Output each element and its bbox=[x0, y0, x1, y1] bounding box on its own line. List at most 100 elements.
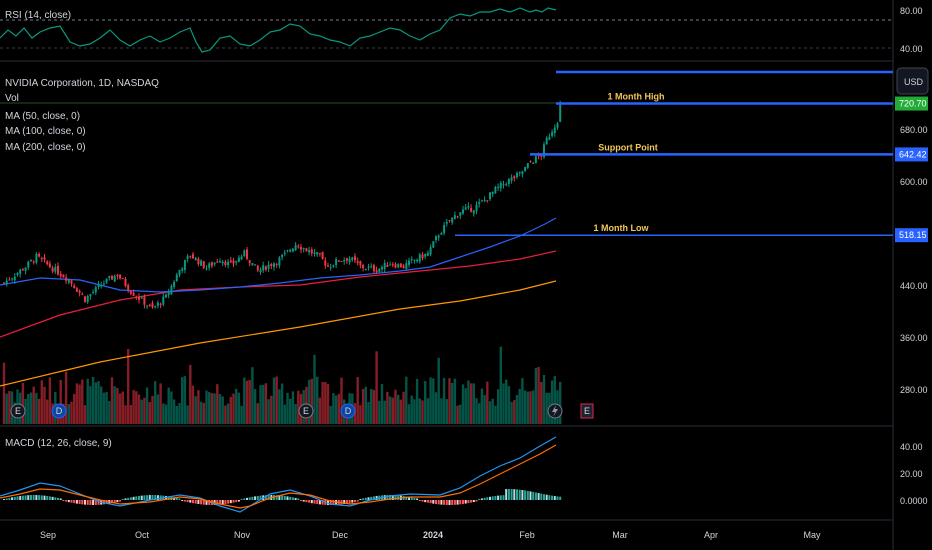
lightning-icon[interactable] bbox=[547, 403, 563, 419]
candle-body bbox=[216, 261, 219, 263]
volume-bar bbox=[67, 404, 70, 424]
volume-bar bbox=[148, 402, 151, 424]
volume-bar bbox=[113, 386, 116, 424]
candle-body bbox=[405, 263, 408, 269]
price-candles bbox=[3, 100, 562, 310]
candle-body bbox=[5, 280, 8, 285]
candle-body bbox=[283, 252, 286, 254]
volume-bar bbox=[426, 398, 430, 424]
volume-bar bbox=[59, 379, 62, 424]
macd-hist-bar bbox=[124, 498, 127, 500]
volume-bar bbox=[451, 382, 454, 424]
event-letter: E bbox=[584, 406, 590, 416]
candle-body bbox=[316, 252, 319, 255]
candle-body bbox=[480, 200, 483, 202]
volume-bar bbox=[469, 383, 473, 424]
candle-body bbox=[494, 186, 497, 194]
macd-hist-bar bbox=[54, 497, 57, 500]
currency-button[interactable]: USD bbox=[896, 67, 929, 95]
candle-body bbox=[97, 284, 100, 288]
macd-hist-bar bbox=[413, 497, 416, 500]
time-axis: Sep Oct Nov Dec 2024 Feb Mar Apr May bbox=[40, 530, 821, 540]
volume-bar bbox=[151, 395, 154, 424]
time-tick: Dec bbox=[332, 530, 349, 540]
volume-bar bbox=[259, 385, 262, 424]
candle-body bbox=[345, 258, 348, 261]
volume-bar bbox=[251, 367, 254, 424]
earnings-marker[interactable]: E bbox=[10, 403, 26, 419]
macd-hist-bar bbox=[518, 489, 521, 500]
macd-pane: MACD (12, 26, close, 9) 40.00 20.00 0.00… bbox=[0, 436, 928, 513]
volume-bar bbox=[75, 383, 79, 424]
volume-bar bbox=[326, 384, 330, 424]
candle-body bbox=[483, 199, 486, 201]
candle-body bbox=[175, 274, 178, 282]
candle-body bbox=[210, 262, 213, 266]
macd-hist-bar bbox=[464, 500, 467, 504]
macd-hist-bar bbox=[437, 500, 440, 505]
ma50-label: MA (50, close, 0) bbox=[5, 111, 80, 122]
macd-hist-bar bbox=[224, 500, 227, 505]
macd-hist-bar bbox=[418, 500, 421, 502]
macd-hist-bar bbox=[243, 498, 246, 500]
macd-hist-bar bbox=[84, 500, 86, 505]
volume-bar bbox=[399, 399, 403, 424]
price-tick: 440.00 bbox=[900, 281, 928, 291]
volume-bar bbox=[407, 404, 411, 424]
macd-hist-bar bbox=[67, 500, 70, 503]
macd-hist-bar bbox=[86, 500, 89, 505]
macd-hist-bar bbox=[364, 497, 367, 500]
volume-bar bbox=[550, 380, 554, 424]
candle-body bbox=[310, 249, 313, 254]
volume-bar bbox=[375, 351, 378, 424]
volume-bar bbox=[275, 376, 278, 424]
volume-bar bbox=[502, 383, 505, 424]
macd-hist-bar bbox=[499, 495, 502, 500]
candle-body bbox=[402, 265, 405, 268]
candle-body bbox=[302, 248, 305, 250]
candle-body bbox=[529, 161, 532, 163]
volume-bar bbox=[278, 389, 281, 424]
earnings-marker[interactable]: E bbox=[298, 403, 314, 419]
volume-bar bbox=[270, 395, 273, 424]
volume-bar bbox=[370, 389, 373, 424]
macd-hist-bar bbox=[97, 500, 100, 505]
volume-bar bbox=[116, 388, 119, 424]
ma200-label: MA (200, close, 0) bbox=[5, 142, 86, 153]
candle-body bbox=[370, 266, 373, 268]
earnings-marker[interactable]: E bbox=[580, 403, 594, 419]
volume-bar bbox=[378, 400, 381, 424]
level-label: 1 Month High bbox=[608, 92, 665, 102]
macd-hist-bar bbox=[121, 498, 124, 500]
candle-body bbox=[232, 260, 235, 264]
candle-body bbox=[505, 184, 508, 186]
macd-hist-bar bbox=[30, 495, 32, 500]
volume-bar bbox=[167, 387, 170, 424]
candle-body bbox=[551, 131, 554, 136]
volume-bar bbox=[372, 389, 376, 424]
candle-body bbox=[100, 285, 103, 287]
price-tag-bg bbox=[895, 147, 928, 162]
dividend-marker[interactable]: D bbox=[340, 403, 356, 419]
candle-body bbox=[294, 244, 297, 251]
candle-body bbox=[189, 255, 192, 257]
candle-body bbox=[462, 209, 464, 214]
dividend-marker[interactable]: D bbox=[51, 403, 67, 419]
macd-hist-bar bbox=[424, 500, 427, 503]
volume-bar bbox=[46, 399, 49, 424]
volume-bar bbox=[510, 401, 513, 424]
candle-body bbox=[173, 281, 176, 287]
volume-bar bbox=[35, 392, 38, 424]
macd-hist-bar bbox=[359, 498, 362, 500]
candle-body bbox=[92, 292, 95, 294]
candle-body bbox=[113, 275, 116, 282]
macd-hist-bar bbox=[62, 500, 65, 502]
candle-body bbox=[399, 263, 402, 268]
candle-body bbox=[251, 263, 254, 266]
time-tick: Oct bbox=[135, 530, 150, 540]
candle-body bbox=[308, 250, 311, 253]
candle-body bbox=[556, 123, 559, 128]
candle-body bbox=[467, 206, 470, 208]
volume-bar bbox=[388, 396, 392, 424]
candle-body bbox=[321, 251, 324, 259]
